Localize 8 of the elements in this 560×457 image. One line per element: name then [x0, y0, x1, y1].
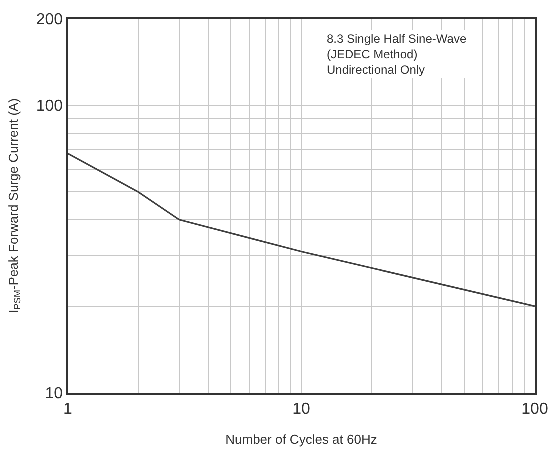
y-tick-label: 100: [36, 98, 64, 116]
y-tick-label: 200: [36, 12, 64, 29]
x-tick-label: 10: [292, 400, 310, 418]
x-tick-label: 100: [522, 400, 548, 418]
y-tick-label: 10: [45, 386, 64, 403]
x-axis-title: Number of Cycles at 60Hz: [226, 432, 378, 448]
x-tick-label: 1: [64, 400, 73, 418]
annotation: 8.3 Single Half Sine-Wave (JEDEC Method) Undirectional Only: [327, 32, 467, 78]
